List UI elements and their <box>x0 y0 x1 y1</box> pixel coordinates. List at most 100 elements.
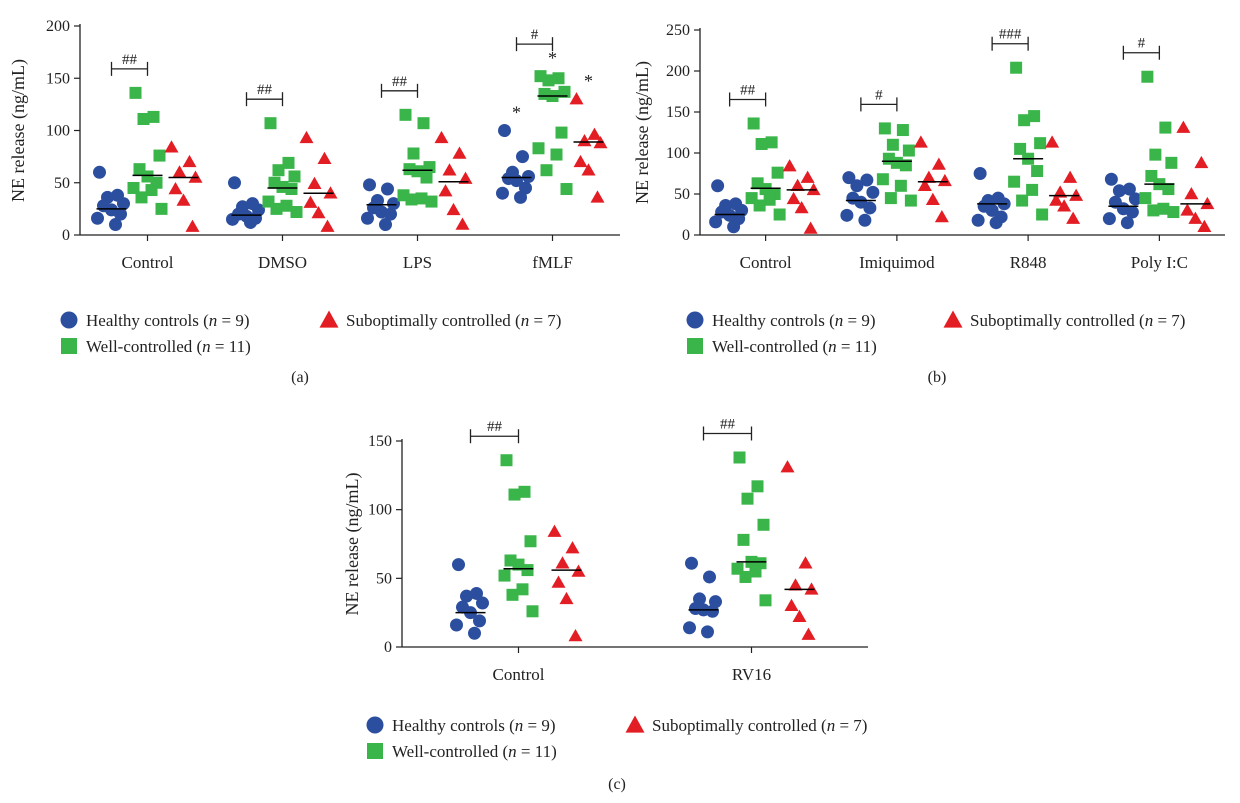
healthy-point <box>379 218 392 232</box>
subopt-point <box>311 206 326 219</box>
significance-star: * <box>584 71 593 91</box>
legend-label: Healthy controls (n = 9) <box>712 311 876 330</box>
well-point <box>739 570 752 583</box>
subopt-point <box>788 578 803 591</box>
subopt-point <box>1176 120 1191 133</box>
y-tick-label: 200 <box>46 18 70 35</box>
healthy-point <box>989 216 1003 230</box>
healthy-point <box>703 570 716 584</box>
healthy-point <box>860 173 874 187</box>
well-point <box>399 108 412 121</box>
well-point <box>552 72 565 85</box>
healthy-point <box>1128 192 1142 206</box>
well-point <box>518 485 531 498</box>
x-tick-label: Poly I:C <box>1131 253 1188 272</box>
legend-label: Suboptimally controlled (n = 7) <box>652 716 867 735</box>
well-point <box>904 194 917 207</box>
subopt-point <box>931 157 946 170</box>
subopt-point <box>547 524 562 537</box>
well-point <box>771 166 784 179</box>
subopt-point <box>164 140 179 153</box>
legend-label: Healthy controls (n = 9) <box>86 311 250 330</box>
well-point <box>878 122 891 135</box>
healthy-point <box>973 167 987 180</box>
well-point <box>759 594 772 607</box>
well-point <box>155 202 168 215</box>
well-point <box>500 454 513 467</box>
well-point <box>1159 121 1172 134</box>
healthy-point <box>452 558 465 572</box>
well-point <box>1147 204 1160 217</box>
subopt-point <box>323 186 338 199</box>
well-point <box>542 74 555 87</box>
healthy-point <box>244 215 257 229</box>
significance-label: # <box>531 27 539 43</box>
well-point <box>264 117 277 130</box>
healthy-point <box>450 618 463 632</box>
healthy-point <box>476 596 489 610</box>
well-point <box>425 195 438 208</box>
red-triangle-icon <box>319 310 339 328</box>
x-tick-label: Control <box>122 253 174 272</box>
subopt-point <box>917 178 932 192</box>
well-point <box>741 492 754 505</box>
well-point <box>894 179 907 192</box>
y-tick-label: 100 <box>46 123 70 140</box>
well-point <box>1018 114 1031 127</box>
chart-panel: 0 50 100 150 200 250 NE release (ng/mL) Control… <box>632 22 1225 386</box>
healthy-point <box>381 182 394 196</box>
subopt-point <box>780 460 795 473</box>
subopt-point <box>1184 187 1199 200</box>
x-tick-label: LPS <box>403 253 432 272</box>
y-tick-label: 100 <box>368 502 392 519</box>
well-point <box>753 199 766 212</box>
subopt-point <box>925 192 940 205</box>
subopt-point <box>1180 203 1195 216</box>
legend-label: Well-controlled (n = 11) <box>712 337 877 356</box>
well-point <box>765 136 778 149</box>
well-point <box>757 518 770 531</box>
legend-label: Suboptimally controlled (n = 7) <box>346 311 561 330</box>
well-point <box>270 202 283 215</box>
well-point <box>420 171 433 184</box>
well-point <box>558 85 571 98</box>
well-point <box>1034 137 1047 150</box>
x-tick-label: DMSO <box>258 253 307 272</box>
healthy-point <box>228 176 241 190</box>
well-point <box>405 193 418 206</box>
well-point <box>508 488 521 501</box>
subopt-point <box>176 193 191 206</box>
well-point <box>145 184 158 197</box>
well-point <box>417 117 430 130</box>
y-axis-title: NE release (ng/mL) <box>342 473 363 616</box>
well-point <box>773 208 786 221</box>
subopt-point <box>803 221 818 234</box>
subopt-point <box>185 219 200 232</box>
y-axis-title: NE release (ng/mL) <box>632 61 653 204</box>
subopt-point <box>299 130 314 144</box>
y-tick-label: 150 <box>368 433 392 450</box>
well-point <box>290 206 303 219</box>
well-point <box>1028 110 1041 123</box>
well-point <box>129 86 142 99</box>
well-point <box>896 124 909 137</box>
well-point <box>1008 175 1021 188</box>
subopt-point <box>1194 155 1209 169</box>
subopt-point <box>317 151 332 164</box>
subopt-point <box>806 182 821 196</box>
well-point <box>526 605 539 618</box>
subopt-point <box>1200 196 1215 210</box>
well-point <box>285 183 298 196</box>
healthy-point <box>117 197 130 211</box>
well-point <box>751 480 764 493</box>
blue-circle-icon <box>366 716 384 734</box>
significance-label: ### <box>999 27 1022 43</box>
well-point <box>521 564 534 577</box>
well-point <box>899 159 912 172</box>
y-tick-label: 0 <box>682 227 690 244</box>
legend-label: Healthy controls (n = 9) <box>392 716 556 735</box>
y-tick-label: 150 <box>46 70 70 87</box>
well-point <box>560 183 573 196</box>
healthy-point <box>985 203 999 217</box>
healthy-point <box>706 604 719 618</box>
